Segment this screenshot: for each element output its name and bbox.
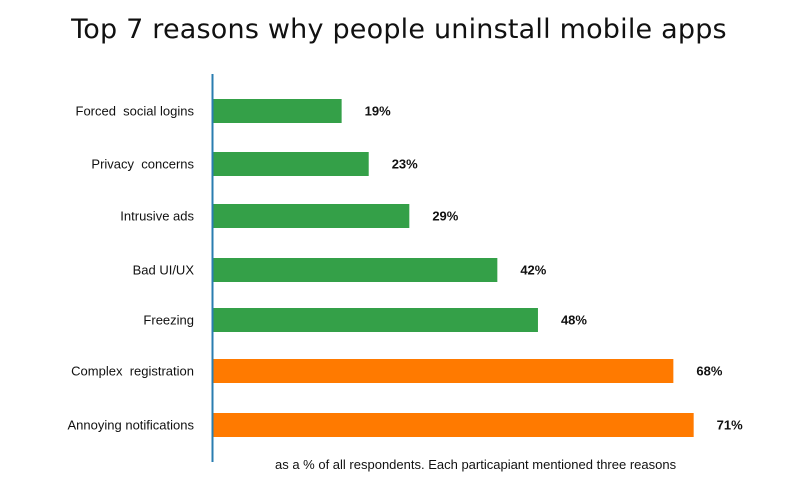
- bar: [213, 204, 410, 228]
- bar: [213, 152, 369, 176]
- chart-title: Top 7 reasons why people uninstall mobil…: [71, 14, 727, 45]
- value-label: 29%: [432, 209, 458, 224]
- category-label: Freezing: [143, 313, 194, 328]
- category-label: Annoying notifications: [68, 418, 195, 433]
- category-label: Bad UI/UX: [133, 263, 195, 278]
- bars: [213, 99, 694, 437]
- category-label: Complex registration: [71, 364, 194, 379]
- value-label: 23%: [392, 157, 418, 172]
- value-label: 42%: [520, 263, 546, 278]
- category-label: Intrusive ads: [120, 209, 194, 224]
- bar: [213, 359, 674, 383]
- value-label: 71%: [717, 418, 743, 433]
- bar: [213, 308, 538, 332]
- category-label: Privacy concerns: [91, 157, 194, 172]
- chart-footnote: as a % of all respondents. Each particap…: [275, 457, 677, 472]
- value-label: 48%: [561, 313, 587, 328]
- value-labels: 19% 23% 29% 42% 48% 68% 71%: [365, 104, 743, 433]
- bar: [213, 413, 694, 437]
- category-label: Forced social logins: [76, 104, 195, 119]
- category-labels: Forced social logins Privacy concerns Intr…: [68, 104, 195, 433]
- value-label: 68%: [696, 364, 722, 379]
- bar: [213, 258, 498, 282]
- value-label: 19%: [365, 104, 391, 119]
- bar: [213, 99, 342, 123]
